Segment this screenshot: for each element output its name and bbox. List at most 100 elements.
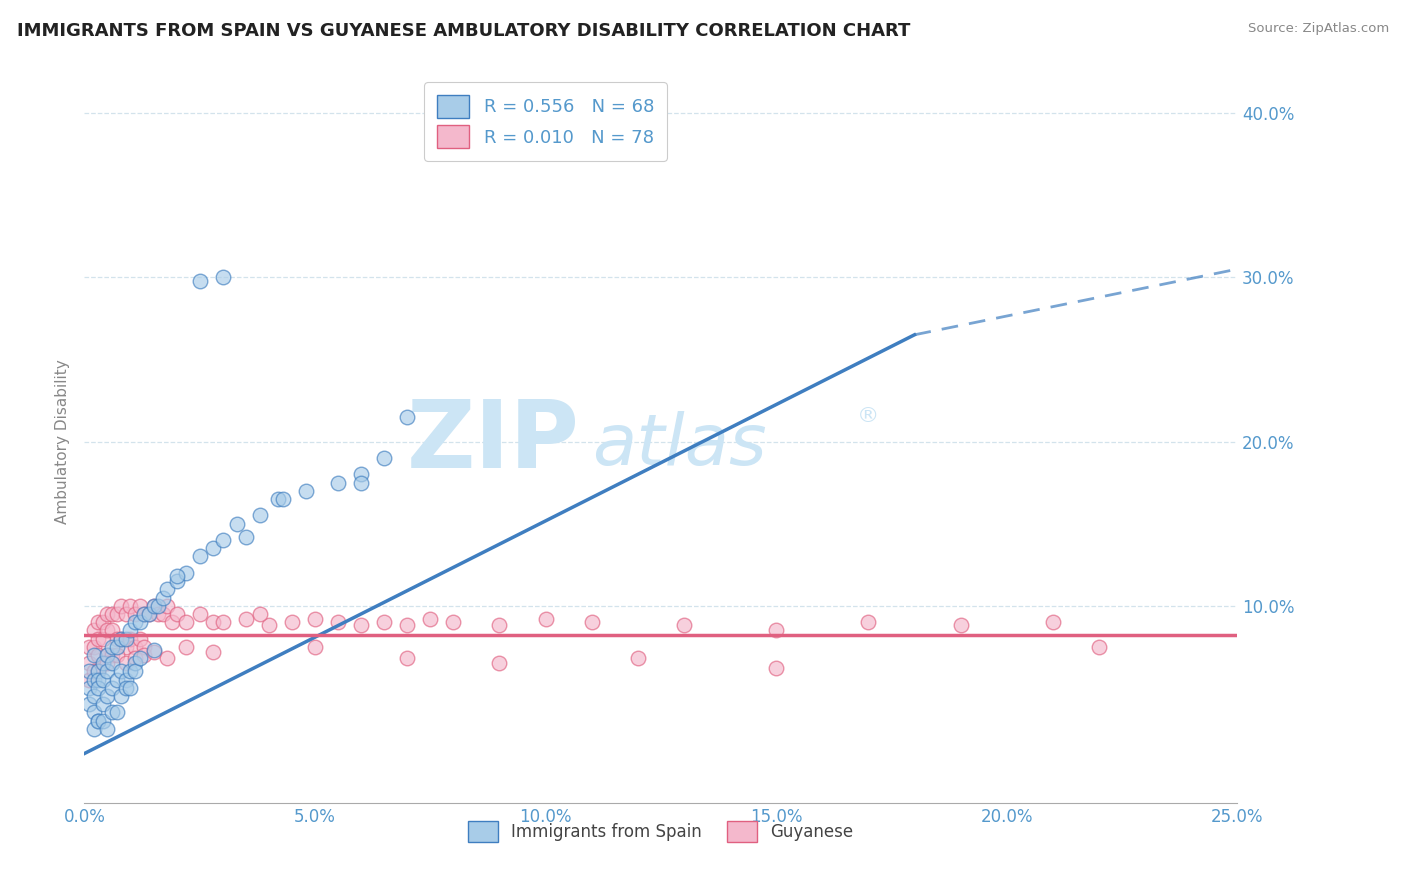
Point — [128, 632, 150, 646]
Point — [115, 657, 138, 671]
Point — [124, 640, 146, 654]
Point — [211, 615, 233, 630]
Point — [83, 624, 105, 638]
Point — [627, 651, 650, 665]
Point — [765, 624, 787, 638]
Point — [77, 657, 100, 671]
Point — [83, 665, 105, 679]
Point — [419, 612, 441, 626]
Point — [87, 681, 110, 695]
Point — [146, 599, 169, 613]
Point — [101, 681, 124, 695]
Point — [120, 665, 142, 679]
Point — [83, 706, 105, 720]
Point — [202, 541, 225, 556]
Point — [87, 714, 110, 728]
Point — [174, 566, 197, 580]
Point — [110, 599, 132, 613]
Point — [83, 689, 105, 703]
Point — [326, 475, 349, 490]
Point — [166, 569, 188, 583]
Y-axis label: Ambulatory Disability: Ambulatory Disability — [55, 359, 70, 524]
Point — [101, 607, 124, 621]
Point — [350, 618, 373, 632]
Point — [105, 673, 128, 687]
Point — [87, 665, 110, 679]
Point — [949, 618, 972, 632]
Point — [115, 632, 138, 646]
Point — [174, 615, 197, 630]
Point — [534, 612, 557, 626]
Point — [488, 657, 510, 671]
Point — [156, 651, 179, 665]
Point — [101, 657, 124, 671]
Point — [156, 599, 179, 613]
Point — [96, 657, 118, 671]
Point — [188, 274, 211, 288]
Point — [142, 599, 165, 613]
Point — [188, 607, 211, 621]
Point — [87, 673, 110, 687]
Point — [87, 632, 110, 646]
Point — [120, 632, 142, 646]
Point — [77, 673, 100, 687]
Point — [96, 648, 118, 662]
Point — [373, 615, 395, 630]
Point — [326, 615, 349, 630]
Point — [166, 574, 188, 588]
Point — [124, 615, 146, 630]
Point — [96, 624, 118, 638]
Point — [294, 483, 316, 498]
Point — [120, 599, 142, 613]
Point — [581, 615, 603, 630]
Point — [124, 657, 146, 671]
Point — [396, 409, 419, 424]
Point — [488, 618, 510, 632]
Point — [101, 706, 124, 720]
Point — [271, 491, 294, 506]
Point — [124, 651, 146, 665]
Text: Source: ZipAtlas.com: Source: ZipAtlas.com — [1249, 22, 1389, 36]
Point — [87, 615, 110, 630]
Point — [101, 648, 124, 662]
Point — [115, 607, 138, 621]
Point — [156, 582, 179, 597]
Point — [91, 657, 114, 671]
Point — [138, 607, 160, 621]
Point — [396, 618, 419, 632]
Point — [120, 624, 142, 638]
Point — [91, 615, 114, 630]
Point — [101, 640, 124, 654]
Point — [128, 599, 150, 613]
Point — [134, 648, 156, 662]
Point — [134, 640, 156, 654]
Point — [91, 673, 114, 687]
Point — [1042, 615, 1064, 630]
Point — [110, 632, 132, 646]
Point — [105, 607, 128, 621]
Point — [350, 467, 373, 482]
Point — [83, 640, 105, 654]
Point — [87, 714, 110, 728]
Point — [235, 612, 257, 626]
Point — [96, 607, 118, 621]
Text: ®: ® — [858, 406, 880, 426]
Point — [146, 607, 169, 621]
Point — [120, 681, 142, 695]
Point — [96, 722, 118, 736]
Point — [152, 591, 174, 605]
Point — [304, 612, 326, 626]
Text: ZIP: ZIP — [408, 395, 581, 488]
Point — [350, 475, 373, 490]
Point — [249, 508, 271, 523]
Point — [110, 689, 132, 703]
Point — [91, 698, 114, 712]
Point — [128, 615, 150, 630]
Point — [441, 615, 464, 630]
Point — [202, 645, 225, 659]
Point — [142, 645, 165, 659]
Point — [105, 706, 128, 720]
Text: IMMIGRANTS FROM SPAIN VS GUYANESE AMBULATORY DISABILITY CORRELATION CHART: IMMIGRANTS FROM SPAIN VS GUYANESE AMBULA… — [17, 22, 910, 40]
Point — [96, 665, 118, 679]
Point — [142, 599, 165, 613]
